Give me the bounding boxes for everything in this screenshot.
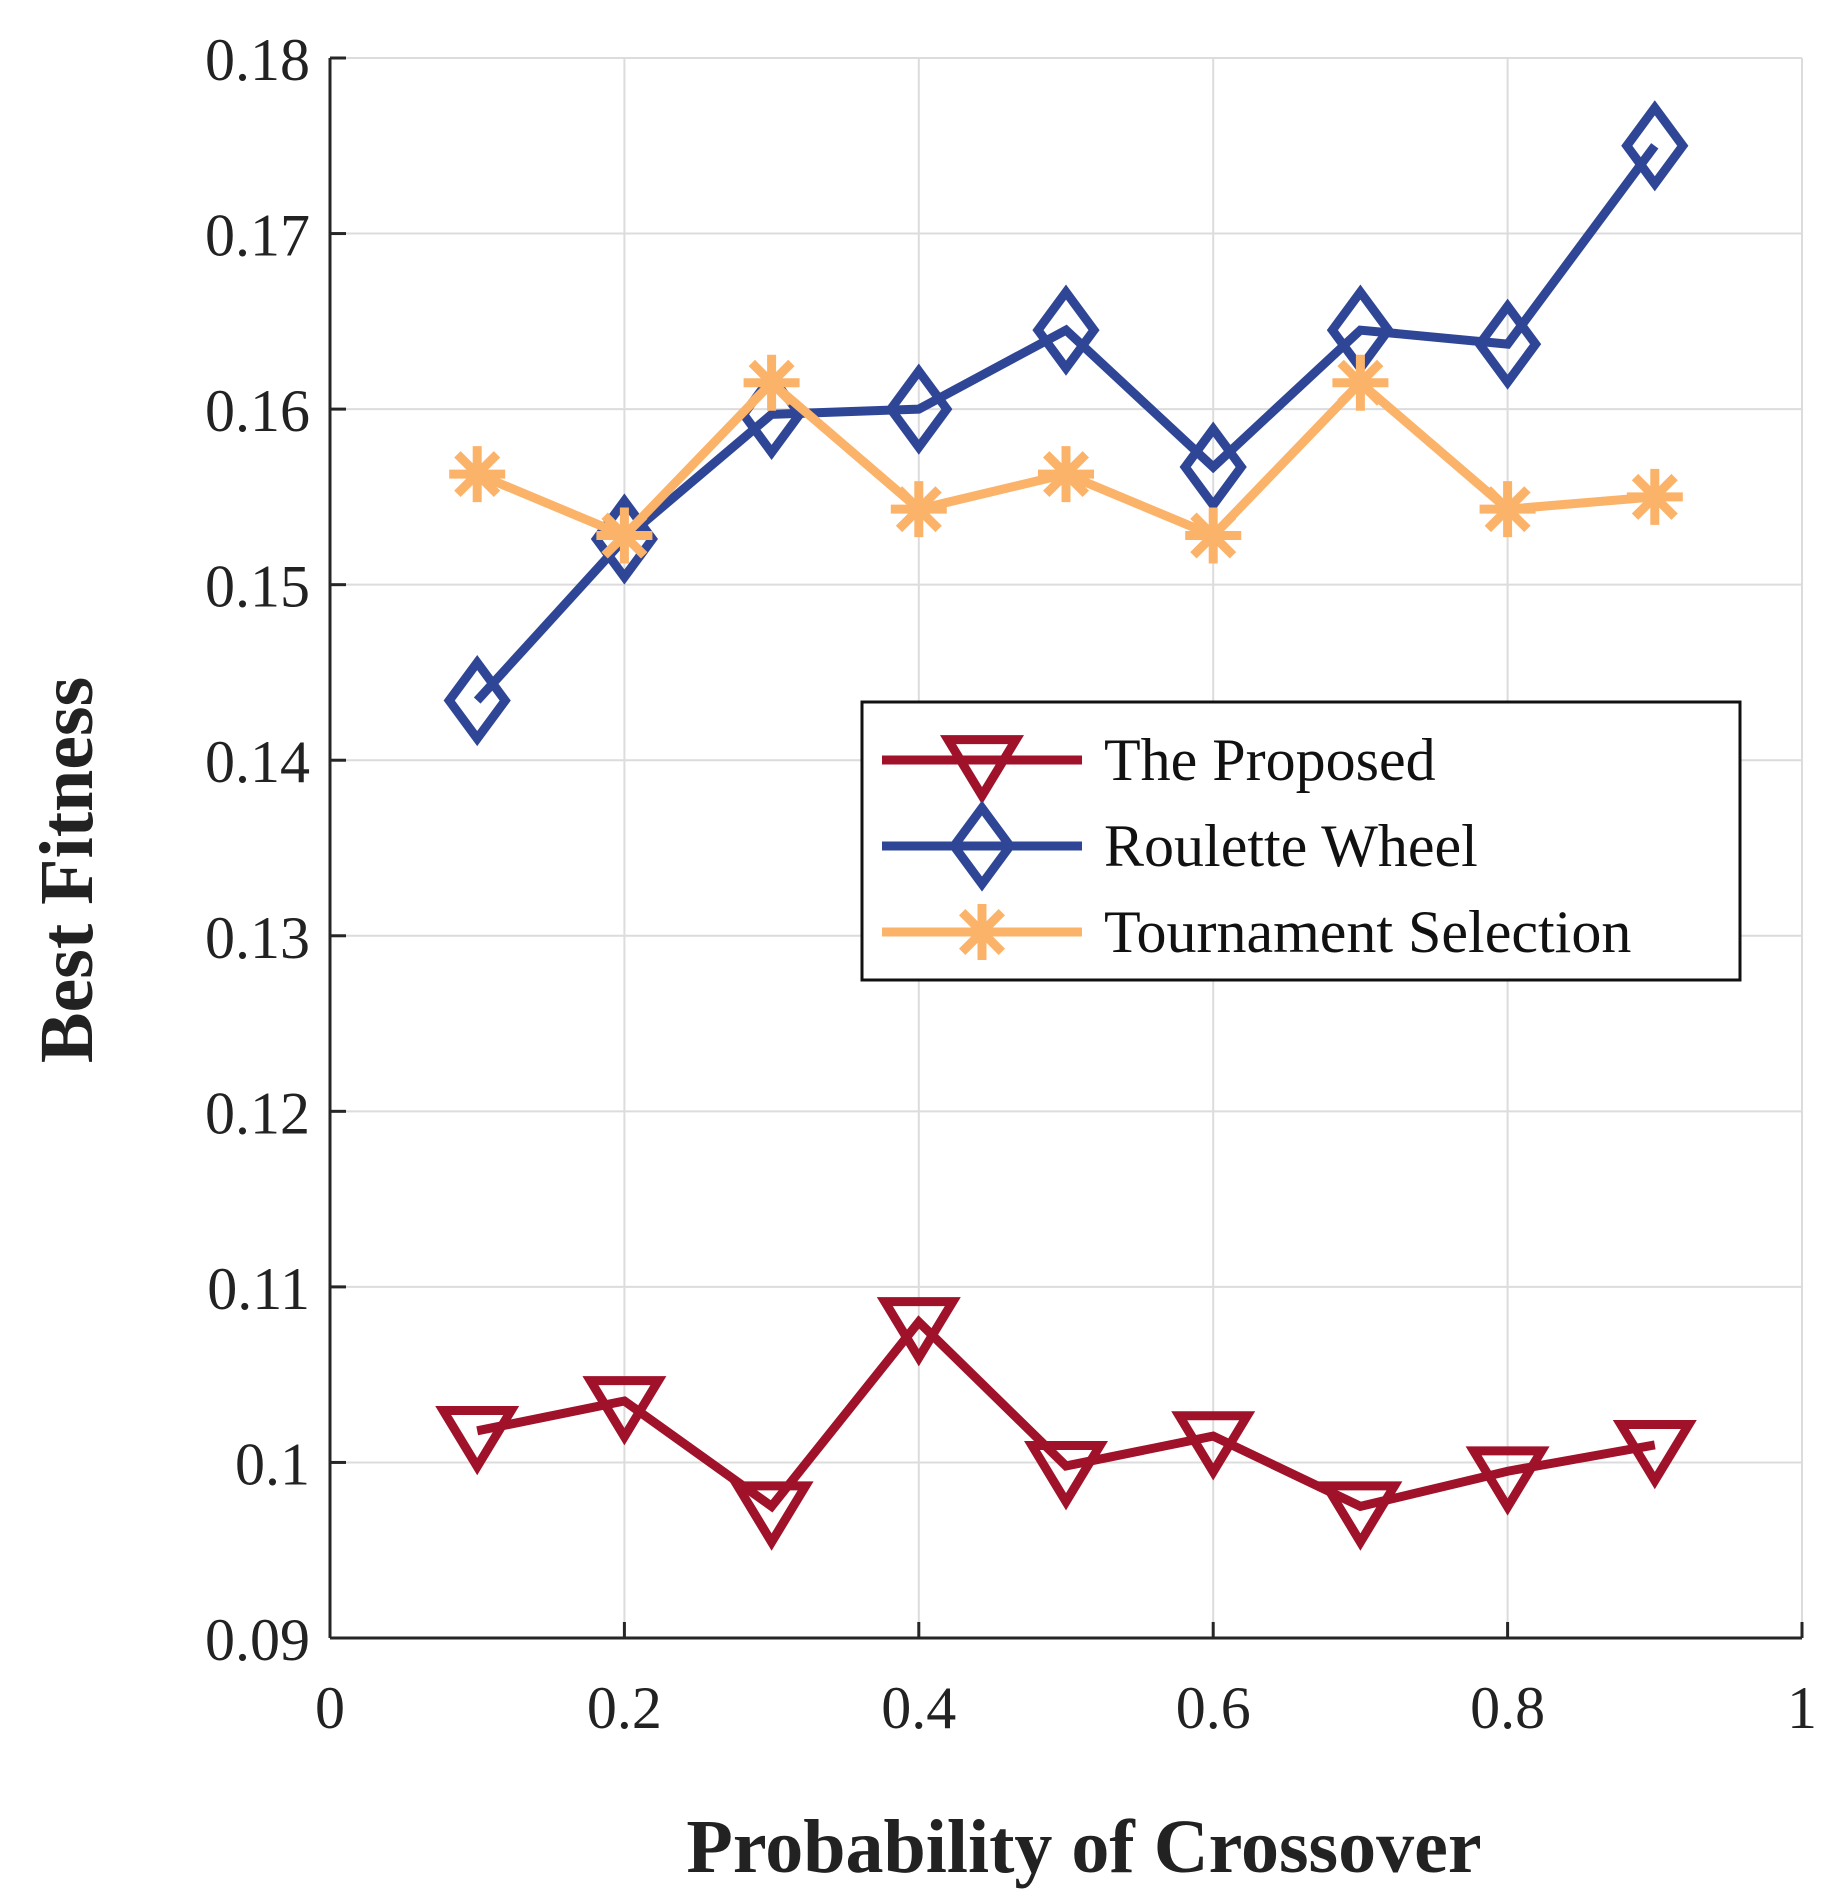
legend-swatch-marker [954, 904, 1010, 960]
data-point-marker [885, 363, 953, 455]
asterisk-stroke [454, 451, 501, 498]
asterisk-stroke [1043, 451, 1089, 498]
y-tick-label: 0.09 [205, 1607, 310, 1673]
series-tournament-selection [449, 354, 1683, 564]
asterisk-stroke [895, 486, 942, 533]
asterisk-stroke [1631, 473, 1678, 520]
data-point-marker [1621, 100, 1689, 192]
legend-item: Roulette Wheel [882, 800, 1478, 892]
y-tick-label: 0.12 [205, 1080, 310, 1146]
data-point-marker [1171, 1411, 1256, 1481]
data-point-marker [582, 1376, 667, 1446]
y-tick-label: 0.13 [205, 905, 310, 971]
x-tick-label: 0.4 [881, 1675, 956, 1741]
y-tick-label: 0.18 [205, 27, 310, 93]
data-series [435, 100, 1697, 1551]
x-tick-label: 0 [315, 1675, 345, 1741]
data-point-marker [1024, 1441, 1108, 1511]
asterisk-stroke [1484, 486, 1531, 533]
data-point-marker [1479, 481, 1536, 538]
x-tick-label: 0.2 [587, 1675, 662, 1741]
legend-label: Roulette Wheel [1104, 813, 1478, 879]
x-tick-label: 0.6 [1176, 1675, 1251, 1741]
legend-label: The Proposed [1104, 727, 1436, 793]
data-point-marker [1474, 298, 1542, 390]
data-point-marker [1185, 507, 1242, 564]
data-point-marker [1038, 446, 1094, 503]
y-tick-label: 0.11 [207, 1256, 310, 1322]
legend-swatch-marker [940, 735, 1024, 805]
data-point-marker [1626, 468, 1683, 525]
data-point-marker [596, 507, 653, 564]
y-tick-label: 0.14 [205, 729, 310, 795]
x-axis-title: Probability of Crossover [686, 1805, 1481, 1889]
tick-labels: 0 0.2 0.4 0.6 0.8 1 0.09 0.1 0.11 0.12 0.13 0.14 0.1… [205, 27, 1817, 1741]
data-point-marker [743, 354, 800, 411]
y-tick-label: 0.1 [235, 1431, 310, 1497]
asterisk-stroke [959, 909, 1005, 955]
data-point-marker [1179, 421, 1247, 513]
legend: The Proposed Roulette Wheel Tournament Sel… [860, 700, 1742, 982]
y-tick-label: 0.16 [205, 378, 310, 444]
legend-item: Tournament Selection [882, 899, 1631, 965]
legend-swatch-marker [948, 800, 1016, 892]
data-point-marker [1612, 1419, 1697, 1490]
data-point-marker [876, 1297, 961, 1367]
data-point-marker [449, 446, 506, 503]
y-axis-title: Best Fitness [25, 677, 109, 1063]
data-point-marker [443, 654, 511, 747]
data-point-marker [1032, 284, 1100, 376]
y-tick-label: 0.17 [205, 203, 310, 269]
data-point-marker [729, 1481, 814, 1551]
legend-label: Tournament Selection [1104, 899, 1631, 965]
asterisk-stroke [1337, 359, 1384, 406]
x-tick-label: 0.8 [1470, 1675, 1545, 1741]
asterisk-stroke [748, 359, 795, 406]
x-tick-label: 1 [1787, 1675, 1817, 1741]
series-the-proposed [435, 1297, 1697, 1551]
asterisk-stroke [601, 512, 648, 559]
data-point-marker [1332, 354, 1389, 411]
legend-item: The Proposed [882, 727, 1436, 805]
data-point-marker [1465, 1446, 1550, 1516]
series-line [476, 1315, 1656, 1513]
y-tick-label: 0.15 [205, 554, 310, 620]
data-point-marker [435, 1405, 520, 1476]
axes [328, 56, 1804, 1640]
data-point-marker [890, 481, 947, 538]
asterisk-stroke [1190, 512, 1237, 559]
data-point-marker [1318, 1481, 1403, 1551]
series-line [473, 143, 1659, 704]
